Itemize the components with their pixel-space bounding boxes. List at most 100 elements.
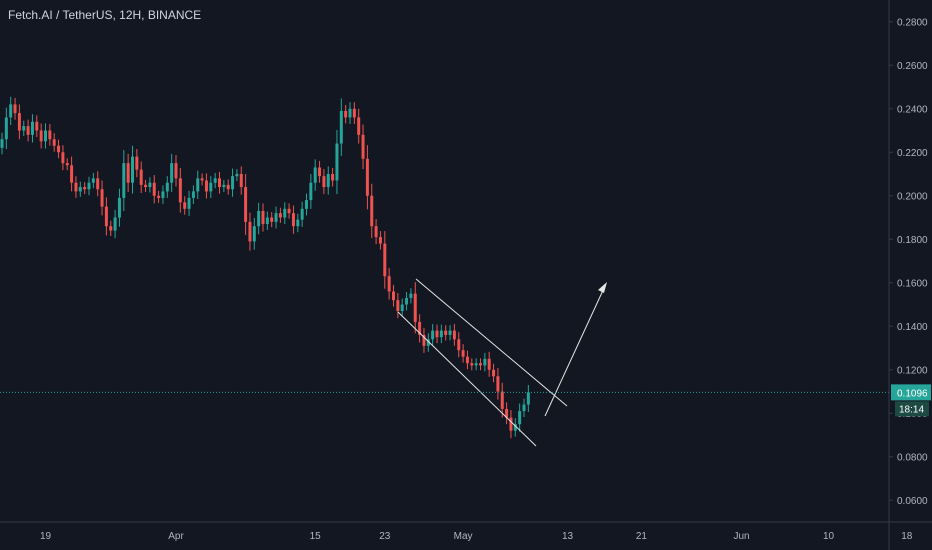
candle-body (500, 391, 504, 409)
candle-body (296, 219, 300, 227)
candle-body (348, 108, 352, 118)
candle-body (209, 182, 213, 192)
candle-body (44, 130, 47, 142)
candle-body (452, 330, 456, 340)
candle-body (226, 184, 230, 190)
candle-body (35, 121, 39, 131)
x-tick-label: 23 (379, 531, 391, 542)
candle-body (431, 330, 435, 340)
candle-body (213, 178, 217, 183)
candle-body (378, 237, 382, 244)
candle-body (474, 363, 478, 366)
current-price-box (891, 384, 931, 401)
candle-body (457, 339, 461, 351)
candle-body (439, 330, 443, 338)
candle-body (426, 339, 430, 346)
candle-body (274, 213, 278, 222)
candle-body (74, 182, 78, 192)
candle-body (22, 126, 26, 131)
candle-body (396, 300, 400, 312)
candle-body (78, 187, 82, 192)
candle-body (165, 182, 169, 192)
candle-body (435, 330, 439, 338)
candle-body (218, 178, 221, 188)
current-price-label: 0.1096 (897, 388, 928, 399)
candle-body (287, 208, 291, 214)
candle-body (61, 152, 65, 164)
countdown-label: 18:14 (899, 404, 924, 415)
candle-body (344, 110, 348, 118)
candle-body (191, 191, 195, 198)
channel-lower-line (397, 311, 537, 447)
y-tick-label: 0.0600 (897, 496, 928, 507)
candle-body (17, 113, 21, 131)
candle-body (126, 163, 130, 183)
candle-body (122, 163, 126, 198)
candle-body (422, 334, 426, 346)
y-tick-label: 0.1600 (897, 278, 928, 289)
candle-body (113, 217, 117, 231)
y-tick-label: 0.2600 (897, 61, 928, 72)
candle-body (339, 110, 343, 144)
candle-body (392, 291, 395, 301)
candle-body (183, 202, 187, 209)
candle-body (204, 180, 208, 192)
candle-body (300, 208, 304, 220)
x-tick-label: Apr (168, 531, 184, 542)
candle-body (465, 356, 469, 364)
candle-body (4, 117, 8, 140)
x-tick-label: 19 (40, 531, 52, 542)
x-tick-label: May (454, 531, 473, 542)
candle-body (30, 121, 34, 135)
candle-body (261, 210, 265, 225)
candle-body (522, 404, 526, 412)
candle-body (309, 182, 313, 201)
candle-body (178, 178, 182, 203)
candle-body (57, 145, 61, 153)
candle-body (326, 174, 330, 188)
candle-body (48, 130, 52, 140)
candle-body (231, 176, 235, 190)
y-tick-label: 0.1200 (897, 365, 928, 376)
candle-body (222, 184, 226, 188)
candle-body (518, 411, 522, 425)
candle-body (318, 167, 322, 177)
candle-body (361, 134, 365, 159)
candle-body (461, 350, 465, 357)
x-tick-label: 21 (636, 531, 648, 542)
candle-body (65, 163, 69, 166)
candle-body (374, 226, 378, 238)
channel-upper-line (415, 278, 568, 407)
candle-body (87, 182, 91, 190)
candle-body (9, 104, 13, 118)
y-tick-label: 0.2800 (897, 17, 928, 28)
y-tick-label: 0.0800 (897, 452, 928, 463)
y-tick-label: 0.2000 (897, 191, 928, 202)
candle-body (109, 226, 113, 231)
candle-body (509, 417, 513, 431)
x-tick-label: 10 (823, 531, 835, 542)
candle-body (13, 104, 17, 114)
candle-body (470, 363, 474, 366)
candle-body (200, 178, 204, 181)
candle-body (52, 139, 56, 146)
x-tick-label: 13 (562, 531, 574, 542)
candle-body (239, 174, 243, 188)
candle-body (496, 376, 500, 392)
candle-body (187, 197, 191, 209)
chart-title: Fetch.AI / TetherUS, 12H, BINANCE (8, 8, 202, 22)
candle-body (352, 108, 356, 118)
breakout-arrow-line (544, 285, 606, 417)
candle-body (405, 297, 409, 305)
candle-body (144, 184, 148, 188)
candle-body (513, 424, 517, 431)
candle-body (235, 174, 239, 177)
candle-body (387, 276, 391, 292)
candle-body (335, 143, 339, 181)
candle-body (174, 163, 178, 179)
candle-body (148, 182, 152, 188)
candle-body (152, 182, 156, 196)
candle-body (157, 195, 161, 198)
y-tick-label: 0.2200 (897, 148, 928, 159)
